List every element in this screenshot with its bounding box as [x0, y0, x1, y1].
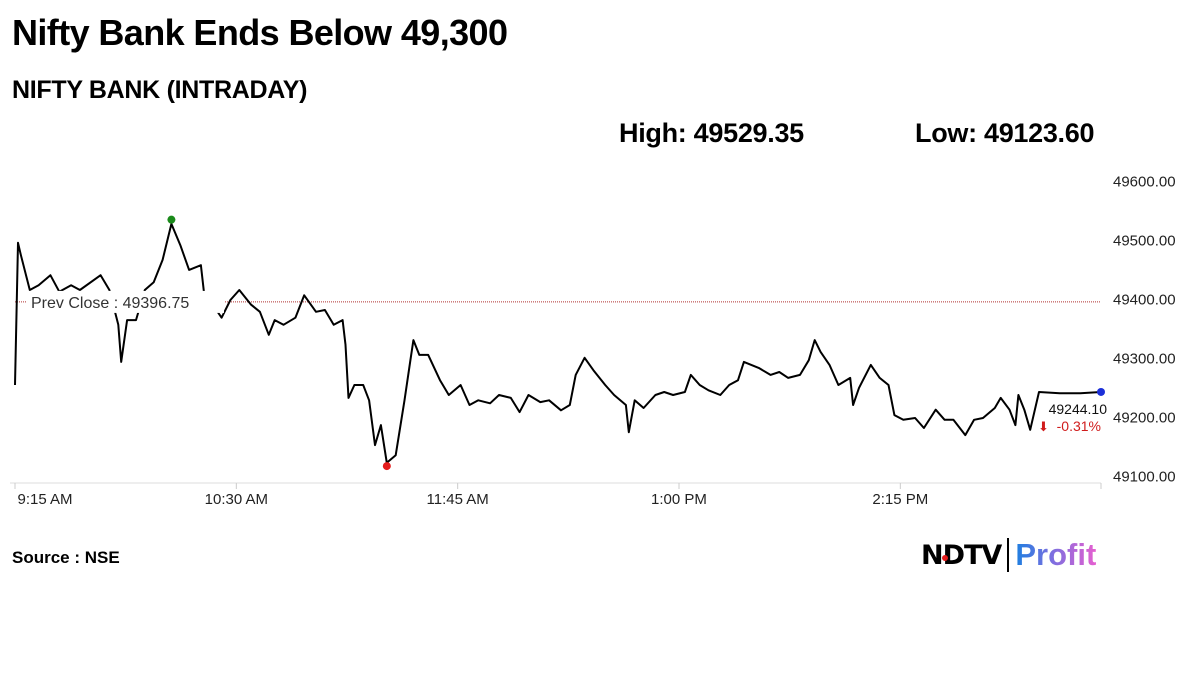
y-tick-label: 49300.00	[1113, 350, 1176, 368]
change-percent-label: -0.31%	[1057, 418, 1101, 434]
day-high-label: High: 49529.35	[619, 118, 804, 148]
x-tick-label: 2:15 PM	[872, 491, 929, 508]
y-tick-label: 49200.00	[1113, 409, 1176, 427]
ndtv-profit-logo: NDTV Profit	[921, 535, 1096, 575]
x-tick-label: 1:00 PM	[651, 491, 707, 508]
day-low-marker	[382, 462, 391, 471]
price-line	[14, 222, 1102, 464]
x-tick-label: 10:30 AM	[204, 491, 269, 508]
x-tick-label: 11:45 AM	[426, 491, 489, 508]
x-tick-label: 9:15 AM	[17, 491, 73, 508]
y-tick-label: 49100.00	[1113, 468, 1176, 486]
day-low-label: Low: 49123.60	[915, 118, 1095, 148]
prev-close-label-bg	[26, 290, 224, 313]
down-arrow-icon: ⬇	[1038, 420, 1049, 435]
y-tick-label: 49600.00	[1113, 173, 1176, 191]
logo-profit: Profit	[1015, 537, 1097, 572]
y-tick-label: 49400.00	[1113, 291, 1176, 309]
chart-title: NIFTY BANK (INTRADAY)	[12, 76, 308, 104]
y-tick-label: 49500.00	[1113, 232, 1176, 250]
logo-divider	[1007, 538, 1010, 572]
last-price-label: 49244.10	[1049, 401, 1108, 417]
chart-headline: Nifty Bank Ends Below 49,300	[12, 12, 508, 53]
day-high-marker	[167, 215, 176, 224]
last-price-marker	[1097, 387, 1105, 396]
prev-close-label: Prev Close : 49396.75	[31, 295, 189, 312]
source-label: Source : NSE	[12, 548, 120, 567]
logo-ndtv: NDTV	[921, 539, 1002, 571]
logo-dot-icon	[942, 554, 948, 561]
